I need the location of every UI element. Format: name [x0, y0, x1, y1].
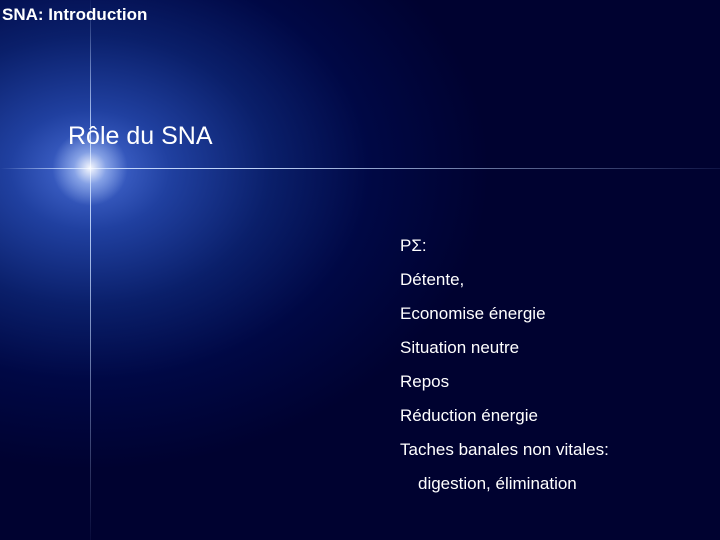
- list-item: Repos: [400, 372, 609, 392]
- list-item: Taches banales non vitales:: [400, 440, 609, 460]
- content-list: PΣ: Détente, Economise énergie Situation…: [400, 236, 609, 508]
- slide-title: Rôle du SNA: [68, 122, 213, 151]
- vertical-divider: [90, 0, 91, 540]
- horizontal-divider: [0, 168, 720, 169]
- list-item-indented: digestion, élimination: [400, 474, 609, 494]
- list-item: Economise énergie: [400, 304, 609, 324]
- list-item: Réduction énergie: [400, 406, 609, 426]
- list-item: PΣ:: [400, 236, 609, 256]
- list-item: Détente,: [400, 270, 609, 290]
- list-item: Situation neutre: [400, 338, 609, 358]
- slide-container: SNA: Introduction Rôle du SNA PΣ: Détent…: [0, 0, 720, 540]
- slide-header: SNA: Introduction: [2, 5, 147, 25]
